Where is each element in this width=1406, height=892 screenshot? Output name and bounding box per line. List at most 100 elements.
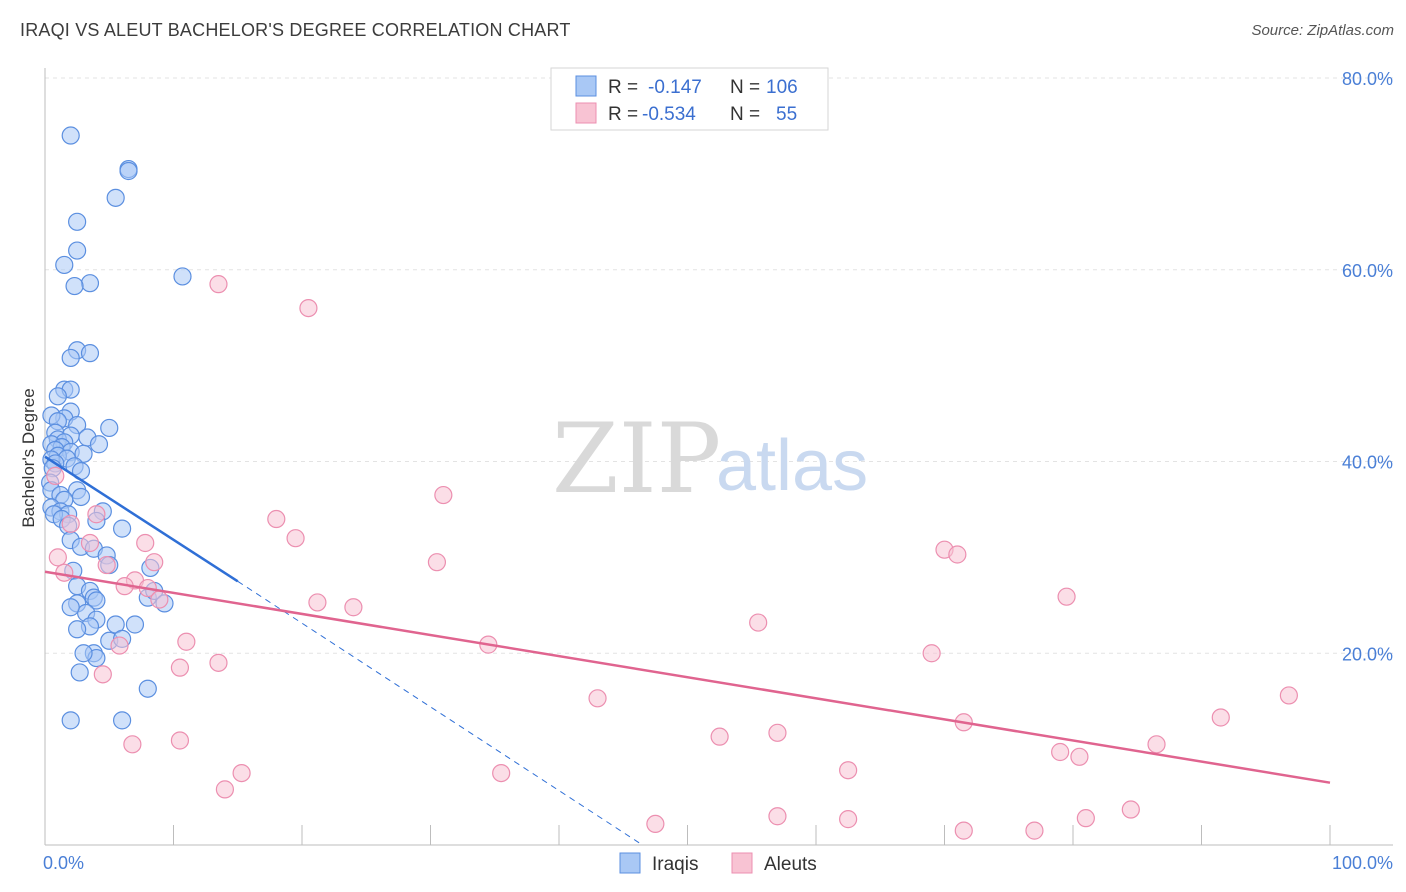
point-aleuts xyxy=(299,299,318,318)
point-iraqis xyxy=(68,620,87,639)
point-aleuts xyxy=(588,689,607,708)
watermark-zip: ZIP xyxy=(552,403,721,515)
point-aleuts xyxy=(150,590,169,609)
point-aleuts xyxy=(232,763,251,783)
gridlines xyxy=(45,77,1393,654)
legend-swatch-iraqis xyxy=(575,75,597,97)
legend-r-value-iraqis: -0.147 xyxy=(648,77,702,98)
point-aleuts xyxy=(80,533,100,553)
bottom-legend-label-iraqis: Iraqis xyxy=(652,854,698,875)
point-iraqis xyxy=(100,418,119,438)
point-iraqis xyxy=(112,519,132,538)
point-aleuts xyxy=(123,735,142,754)
point-aleuts xyxy=(710,727,729,746)
point-iraqis xyxy=(138,679,157,698)
legend-box xyxy=(550,67,829,131)
legend-r-value-aleuts: -0.534 xyxy=(642,104,696,125)
trendline-aleuts xyxy=(44,570,1331,784)
point-iraqis xyxy=(61,598,80,617)
x-tick-label-max: 100.0% xyxy=(1332,853,1393,873)
point-iraqis xyxy=(68,212,87,231)
point-iraqis xyxy=(55,255,74,275)
y-axis-title: Bachelor's Degree xyxy=(19,388,38,527)
point-aleuts xyxy=(646,814,665,834)
source-credit: Source: ZipAtlas.com xyxy=(1251,22,1394,39)
point-aleuts xyxy=(46,466,65,485)
point-aleuts xyxy=(768,807,787,826)
point-iraqis xyxy=(125,615,145,634)
point-aleuts xyxy=(839,810,858,829)
point-iraqis xyxy=(87,591,106,610)
point-aleuts xyxy=(110,636,129,655)
point-iraqis xyxy=(61,711,80,730)
point-aleuts xyxy=(1025,821,1044,840)
y-tick-label: 40.0% xyxy=(1342,453,1393,473)
series-legend: Iraqis Aleuts xyxy=(619,852,817,875)
bottom-legend-swatch-aleuts xyxy=(731,852,753,874)
trendline-iraqis xyxy=(44,455,239,583)
point-aleuts xyxy=(170,731,190,750)
point-aleuts xyxy=(1147,735,1166,754)
point-aleuts xyxy=(1279,686,1298,705)
point-iraqis xyxy=(89,435,109,454)
point-aleuts xyxy=(344,598,363,617)
point-aleuts xyxy=(97,555,116,575)
legend-n-value-aleuts: 55 xyxy=(776,104,797,125)
chart-title: IRAQI VS ALEUT BACHELOR'S DEGREE CORRELA… xyxy=(20,20,571,40)
point-aleuts xyxy=(427,553,447,572)
point-aleuts xyxy=(922,644,941,663)
point-aleuts xyxy=(749,613,768,632)
point-aleuts xyxy=(1051,742,1070,762)
point-aleuts xyxy=(768,723,787,742)
legend-n-value-iraqis: 106 xyxy=(766,77,798,98)
trendlines xyxy=(44,455,1331,846)
point-aleuts xyxy=(209,275,228,294)
point-aleuts xyxy=(48,548,67,567)
point-iraqis xyxy=(48,387,67,406)
point-aleuts xyxy=(267,509,286,529)
point-iraqis xyxy=(61,348,80,368)
bottom-legend-label-aleuts: Aleuts xyxy=(764,854,817,875)
point-aleuts xyxy=(215,780,234,799)
y-tick-label: 20.0% xyxy=(1342,644,1393,664)
point-iraqis xyxy=(112,711,132,730)
point-iraqis xyxy=(80,344,100,363)
point-aleuts xyxy=(954,821,973,840)
legend-n-label-aleuts: N = xyxy=(730,104,760,125)
y-tick-label: 80.0% xyxy=(1342,69,1393,89)
point-aleuts xyxy=(1070,747,1089,766)
point-aleuts xyxy=(61,514,80,533)
legend-r-label-aleuts: R = xyxy=(608,104,638,125)
point-aleuts xyxy=(492,763,511,783)
x-tick-label-min: 0.0% xyxy=(43,853,84,873)
point-aleuts xyxy=(136,533,155,553)
point-iraqis xyxy=(65,276,84,296)
point-iraqis xyxy=(68,241,87,260)
point-iraqis xyxy=(173,267,192,286)
watermark-atlas: atlas xyxy=(716,426,868,506)
point-aleuts xyxy=(1211,708,1230,727)
point-aleuts xyxy=(839,761,858,780)
point-iraqis xyxy=(80,274,100,293)
point-aleuts xyxy=(209,653,228,672)
correlation-legend: R = -0.147 N = 106 R = -0.534 N = 55 xyxy=(550,67,829,131)
point-aleuts xyxy=(286,529,305,548)
point-iraqis xyxy=(74,444,93,463)
point-aleuts xyxy=(434,485,453,505)
point-iraqis xyxy=(119,161,138,181)
point-iraqis xyxy=(74,644,93,663)
point-aleuts xyxy=(1057,587,1076,606)
series-aleuts xyxy=(46,275,1298,840)
point-aleuts xyxy=(1076,809,1095,828)
legend-r-label-iraqis: R = xyxy=(608,77,638,98)
point-iraqis xyxy=(106,188,125,207)
point-aleuts xyxy=(308,593,327,612)
point-aleuts xyxy=(87,505,106,524)
bottom-legend-swatch-iraqis xyxy=(619,852,641,874)
point-iraqis xyxy=(70,663,89,682)
point-aleuts xyxy=(177,632,196,651)
point-iraqis xyxy=(71,487,91,507)
point-aleuts xyxy=(948,545,967,564)
legend-n-label-iraqis: N = xyxy=(730,77,760,98)
